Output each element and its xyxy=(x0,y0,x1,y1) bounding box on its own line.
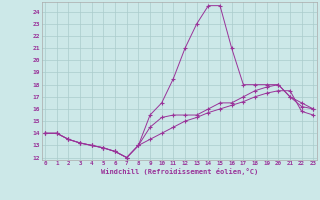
X-axis label: Windchill (Refroidissement éolien,°C): Windchill (Refroidissement éolien,°C) xyxy=(100,168,258,175)
